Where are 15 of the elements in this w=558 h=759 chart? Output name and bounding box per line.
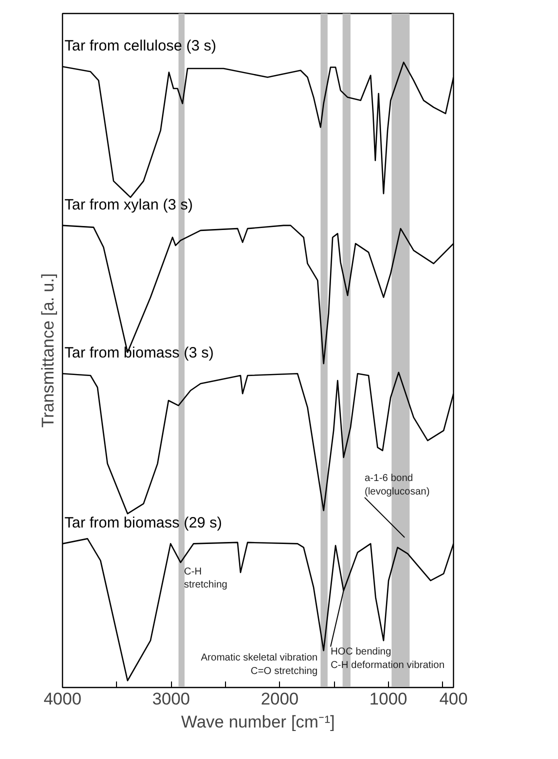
x-axis-title: Wave number [cm⁻¹] (181, 712, 335, 732)
series-label: Tar from xylan (3 s) (64, 196, 193, 214)
x-tick-label: 4000 (44, 690, 82, 708)
y-axis-title: Transmittance [a. u.] (38, 273, 58, 428)
x-tick-label: 2000 (260, 690, 299, 708)
annotation: C-H stretching (184, 566, 228, 591)
annotation: a-1-6 bond (levoglucosan) (364, 473, 430, 498)
x-tick-label: 1000 (369, 690, 408, 708)
x-tick-label: 3000 (152, 690, 190, 708)
series-label: Tar from biomass (3 s) (64, 344, 214, 362)
series-label: Tar from cellulose (3 s) (64, 38, 216, 55)
x-tick-label: 400 (439, 690, 468, 708)
annotation: Aromatic skeletal vibration C=O stretching (200, 652, 318, 677)
annotation: HOC bending C-H deformation vibration (330, 646, 445, 671)
series-label: Tar from biomass (29 s) (64, 514, 222, 532)
